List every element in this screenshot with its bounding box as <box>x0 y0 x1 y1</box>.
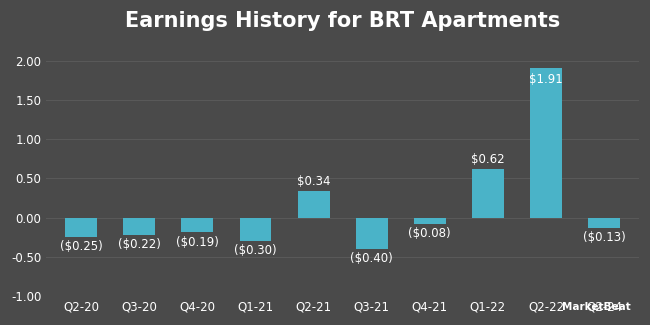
Bar <box>181 217 213 232</box>
Text: $0.34: $0.34 <box>297 175 330 188</box>
Text: ($0.13): ($0.13) <box>582 231 625 244</box>
Bar <box>239 217 272 241</box>
Text: ($0.19): ($0.19) <box>176 236 219 249</box>
Text: ($0.08): ($0.08) <box>408 227 451 240</box>
Text: ($0.40): ($0.40) <box>350 252 393 265</box>
Bar <box>588 217 620 228</box>
Bar <box>414 217 446 224</box>
Bar <box>530 68 562 217</box>
Text: ($0.25): ($0.25) <box>60 240 103 253</box>
Bar <box>124 217 155 235</box>
Text: ($0.22): ($0.22) <box>118 238 161 251</box>
Text: MarketBeat: MarketBeat <box>562 302 630 312</box>
Text: $0.62: $0.62 <box>471 153 504 166</box>
Title: Earnings History for BRT Apartments: Earnings History for BRT Apartments <box>125 11 560 31</box>
Bar <box>356 217 387 249</box>
Bar <box>65 217 98 237</box>
Text: ($0.30): ($0.30) <box>234 244 277 257</box>
Bar <box>298 191 330 217</box>
Text: $1.91: $1.91 <box>529 73 563 86</box>
Bar <box>472 169 504 217</box>
